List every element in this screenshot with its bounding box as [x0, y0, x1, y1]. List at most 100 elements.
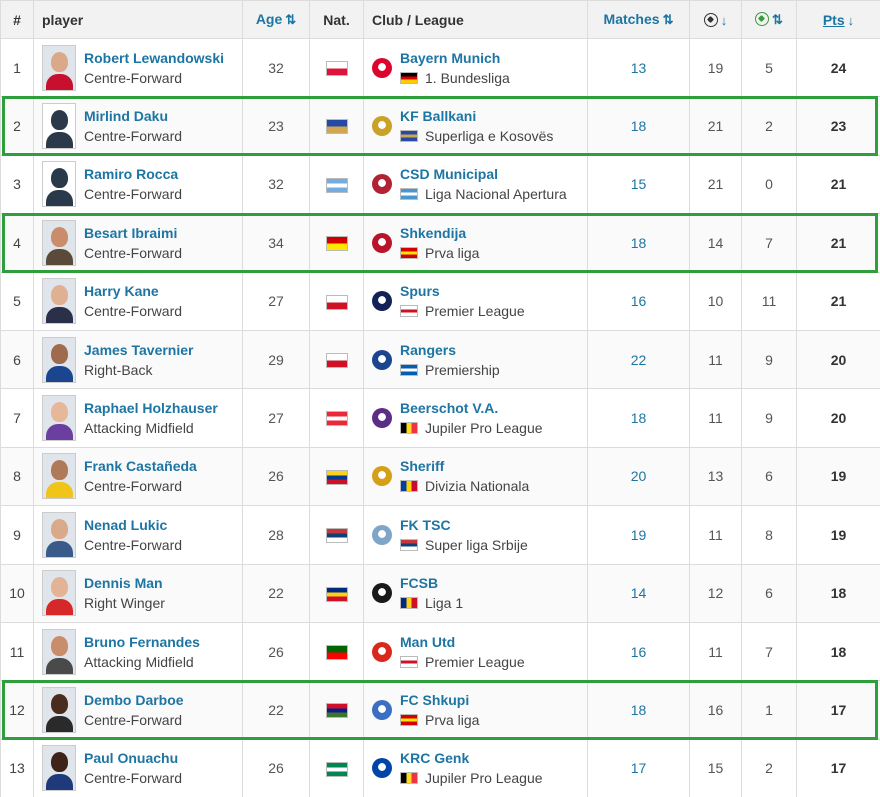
nationality-flag-icon[interactable] — [325, 294, 348, 310]
club-crest-icon[interactable] — [372, 349, 392, 370]
club-crest-icon[interactable] — [372, 232, 392, 253]
sort-down-icon[interactable]: ↓ — [847, 12, 855, 28]
club-crest-icon[interactable] — [372, 116, 392, 137]
nationality-flag-icon[interactable] — [325, 469, 348, 485]
player-name-link[interactable]: James Tavernier — [84, 341, 194, 358]
nationality-flag-icon[interactable] — [325, 528, 348, 544]
club-crest-icon[interactable] — [372, 524, 392, 545]
league-name-link[interactable]: Prva liga — [425, 244, 480, 261]
league-name-link[interactable]: Jupiler Pro League — [425, 420, 543, 437]
avatar[interactable] — [42, 395, 76, 442]
matches-cell[interactable]: 16 — [587, 621, 690, 682]
league-name-link[interactable]: Divizia Nationala — [425, 478, 530, 495]
matches-cell[interactable]: 18 — [587, 680, 690, 740]
club-name-link[interactable]: Spurs — [400, 283, 440, 300]
club-crest-icon[interactable] — [372, 57, 392, 78]
matches-cell[interactable]: 15 — [587, 154, 690, 215]
nationality-flag-icon[interactable] — [325, 119, 348, 135]
club-crest-icon[interactable] — [372, 699, 392, 720]
avatar[interactable] — [42, 44, 76, 91]
club-crest-icon[interactable] — [372, 466, 392, 487]
club-name-link[interactable]: FC Shkupi — [400, 691, 470, 708]
sort-arrows-icon[interactable]: ⇅ — [662, 12, 674, 27]
avatar[interactable] — [42, 628, 76, 675]
player-name-link[interactable]: Besart Ibraimi — [84, 224, 178, 241]
nationality-flag-icon[interactable] — [325, 353, 348, 369]
assists-header[interactable]: ⇅ — [741, 0, 797, 39]
club-name-link[interactable]: FK TSC — [400, 516, 451, 533]
matches-cell[interactable]: 18 — [587, 388, 690, 448]
club-name-link[interactable]: Bayern Munich — [400, 49, 501, 66]
matches-cell[interactable]: 14 — [587, 563, 690, 623]
club-name-link[interactable]: CSD Municipal — [400, 166, 499, 183]
club-name-link[interactable]: Beerschot V.A. — [400, 400, 499, 417]
matches-cell[interactable]: 22 — [587, 329, 690, 390]
club-name-link[interactable]: Rangers — [400, 341, 457, 358]
avatar[interactable] — [42, 511, 76, 558]
avatar[interactable] — [42, 745, 76, 792]
matches-cell[interactable]: 20 — [587, 446, 690, 507]
avatar[interactable] — [42, 278, 76, 325]
matches-header-label[interactable]: Matches — [603, 11, 660, 27]
club-crest-icon[interactable] — [372, 758, 392, 779]
club-crest-icon[interactable] — [372, 641, 392, 662]
player-name-link[interactable]: Bruno Fernandes — [84, 633, 200, 650]
league-name-link[interactable]: 1. Bundesliga — [425, 69, 510, 86]
club-name-link[interactable]: KRC Genk — [400, 750, 470, 767]
nationality-flag-icon[interactable] — [325, 761, 348, 777]
player-name-link[interactable]: Mirlind Daku — [84, 108, 169, 125]
player-name-link[interactable]: Ramiro Rocca — [84, 166, 179, 183]
nationality-flag-icon[interactable] — [325, 703, 348, 719]
league-name-link[interactable]: Premier League — [425, 653, 525, 670]
player-name-link[interactable]: Frank Castañeda — [84, 458, 197, 475]
age-header[interactable]: Age ⇅ — [242, 0, 310, 39]
avatar[interactable] — [42, 336, 76, 383]
player-name-link[interactable]: Harry Kane — [84, 283, 159, 300]
nationality-flag-icon[interactable] — [325, 645, 348, 660]
league-name-link[interactable]: Prva liga — [425, 711, 480, 728]
club-crest-icon[interactable] — [372, 291, 392, 312]
player-name-link[interactable]: Paul Onuachu — [84, 750, 179, 767]
nationality-flag-icon[interactable] — [325, 411, 348, 427]
club-name-link[interactable]: Man Utd — [400, 633, 456, 650]
player-name-link[interactable]: Raphael Holzhauser — [84, 400, 218, 417]
sort-arrows-icon[interactable]: ⇅ — [285, 12, 297, 27]
league-name-link[interactable]: Liga Nacional Apertura — [425, 186, 567, 203]
nationality-flag-icon[interactable] — [325, 586, 348, 602]
points-header-label[interactable]: Pts — [822, 11, 845, 28]
league-name-link[interactable]: Liga 1 — [425, 595, 464, 612]
club-crest-icon[interactable] — [372, 583, 392, 604]
matches-cell[interactable]: 18 — [587, 213, 690, 273]
matches-cell[interactable]: 16 — [587, 271, 690, 331]
points-header[interactable]: Pts ↓ — [796, 0, 880, 39]
league-name-link[interactable]: Jupiler Pro League — [425, 770, 543, 787]
club-name-link[interactable]: FCSB — [400, 575, 439, 592]
player-name-link[interactable]: Dennis Man — [84, 575, 163, 592]
sort-down-icon[interactable]: ↓ — [720, 12, 728, 28]
avatar[interactable] — [42, 686, 76, 733]
matches-cell[interactable]: 19 — [587, 505, 690, 565]
nationality-flag-icon[interactable] — [325, 61, 348, 77]
goals-header[interactable]: ↓ — [689, 0, 742, 39]
football-icon[interactable] — [703, 12, 718, 27]
matches-cell[interactable]: 18 — [587, 96, 690, 156]
league-name-link[interactable]: Premiership — [425, 361, 500, 378]
club-name-link[interactable]: Sheriff — [400, 458, 445, 475]
avatar[interactable] — [42, 453, 76, 500]
league-name-link[interactable]: Super liga Srbije — [425, 536, 528, 553]
age-header-label[interactable]: Age — [255, 11, 283, 27]
nationality-flag-icon[interactable] — [325, 236, 348, 252]
football-assist-icon[interactable] — [755, 12, 770, 26]
club-name-link[interactable]: Shkendija — [400, 224, 467, 241]
player-name-link[interactable]: Robert Lewandowski — [84, 49, 225, 66]
league-name-link[interactable]: Premier League — [425, 303, 525, 320]
club-name-link[interactable]: KF Ballkani — [400, 108, 477, 125]
club-crest-icon[interactable] — [372, 174, 392, 195]
club-crest-icon[interactable] — [372, 408, 392, 429]
avatar[interactable] — [42, 219, 76, 266]
player-name-link[interactable]: Nenad Lukic — [84, 516, 168, 533]
avatar[interactable] — [42, 161, 76, 208]
matches-cell[interactable]: 17 — [587, 738, 690, 797]
nationality-flag-icon[interactable] — [325, 177, 348, 193]
avatar[interactable] — [42, 570, 76, 617]
